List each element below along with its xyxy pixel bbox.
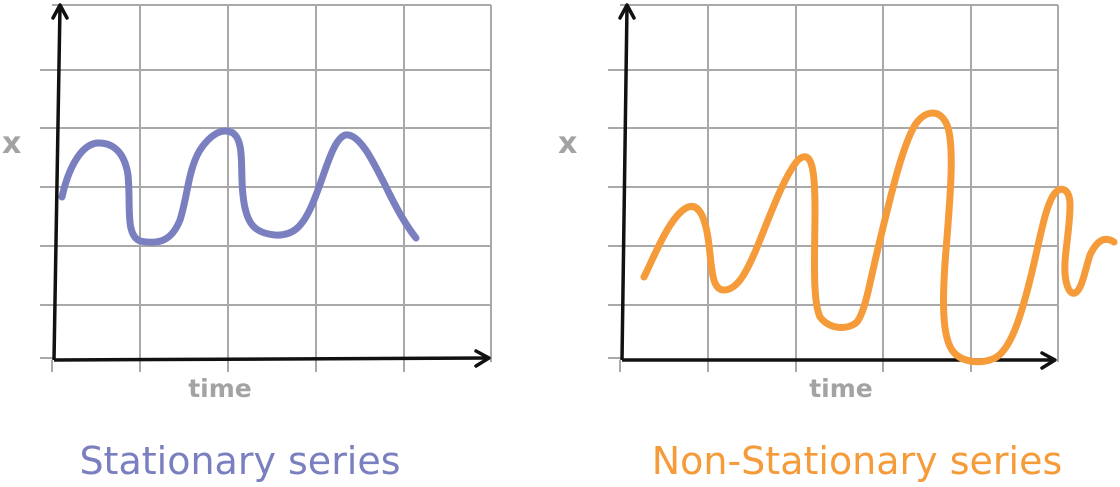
stationary-x-arrow <box>474 349 491 368</box>
stationary-ticks <box>40 69 405 372</box>
non-stationary-panel: x time Non-Stationary series <box>558 3 1118 483</box>
stationary-y-axis <box>52 5 62 361</box>
stationary-panel: x time Stationary series <box>2 3 492 483</box>
stationary-y-label: x <box>2 126 21 161</box>
stationary-x-axis <box>53 356 490 362</box>
non-stationary-x-arrow <box>1040 351 1057 370</box>
stationary-y-arrow <box>51 3 69 20</box>
non-stationary-grid <box>620 4 1059 362</box>
stationary-caption: Stationary series <box>79 439 400 483</box>
non-stationary-ticks <box>608 69 972 372</box>
stationary-curve <box>58 127 420 246</box>
non-stationary-y-label: x <box>558 126 577 161</box>
stationary-grid <box>52 4 492 362</box>
non-stationary-caption: Non-Stationary series <box>652 439 1063 483</box>
non-stationary-curve <box>640 109 1118 366</box>
stationary-x-label: time <box>188 374 252 403</box>
non-stationary-y-axis <box>620 5 629 361</box>
non-stationary-x-label: time <box>809 374 873 403</box>
non-stationary-y-arrow <box>618 3 636 20</box>
